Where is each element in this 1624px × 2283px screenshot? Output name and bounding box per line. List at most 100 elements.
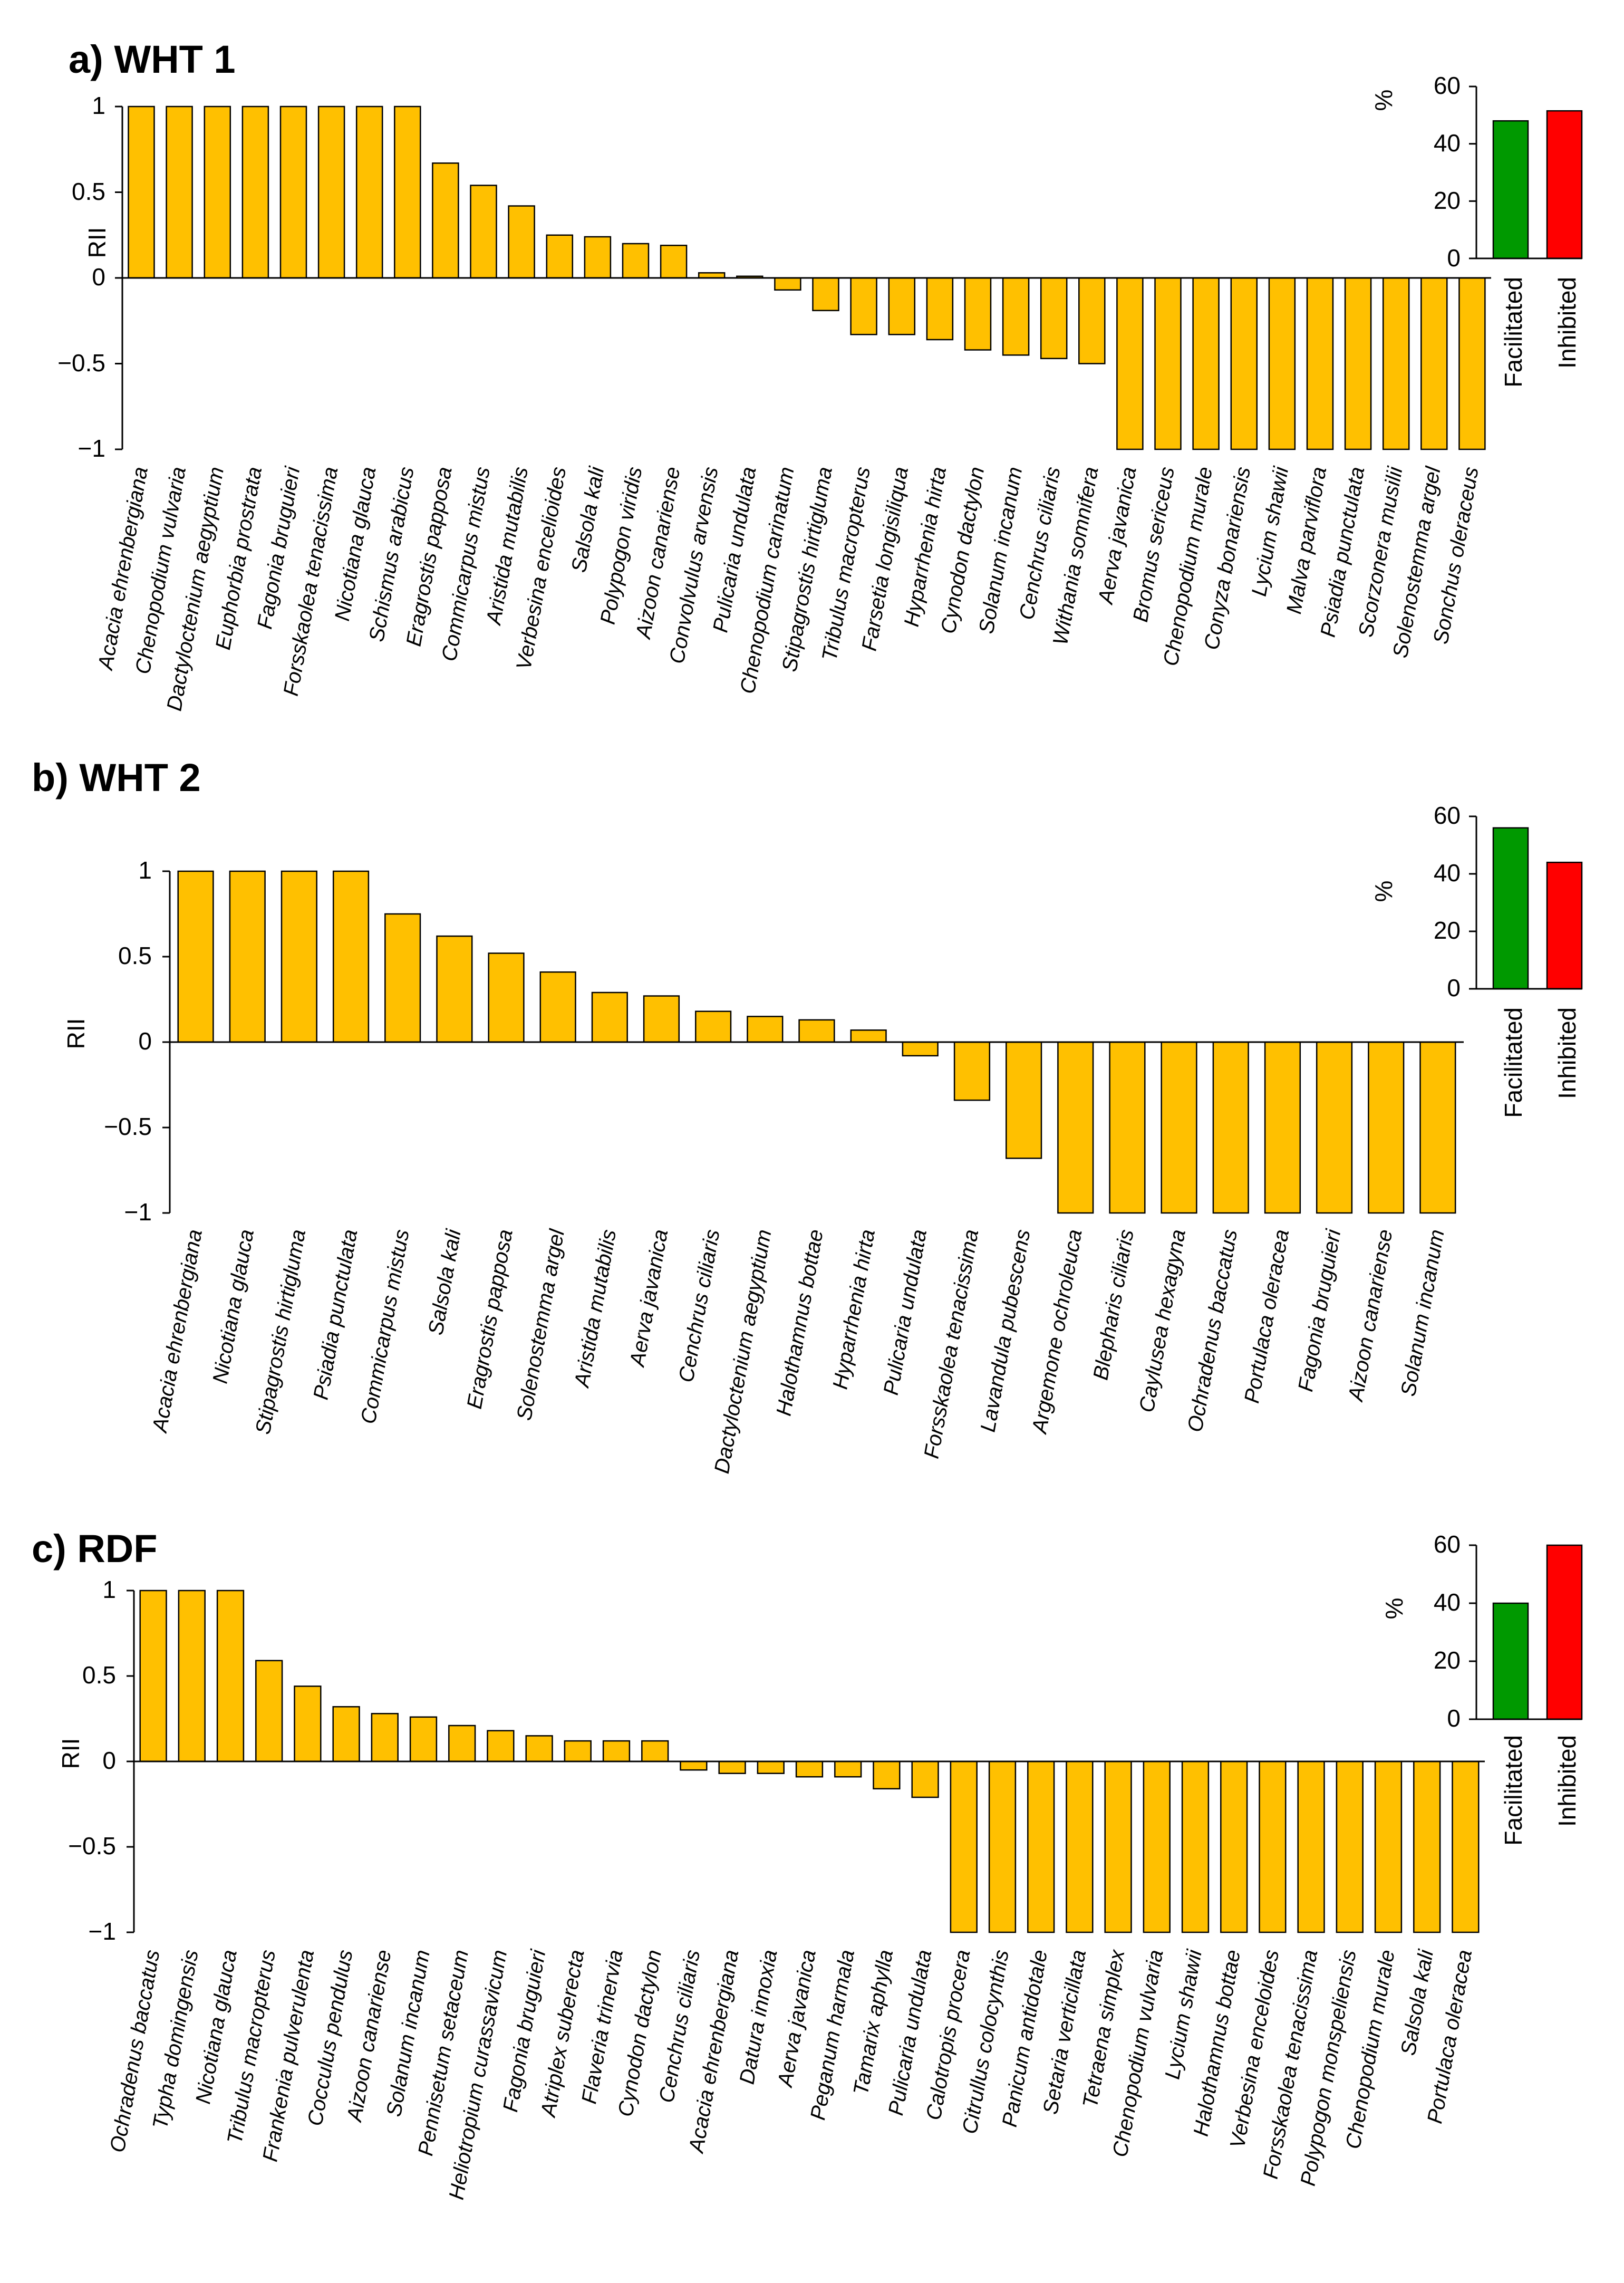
panel-title: a) WHT 1 xyxy=(69,37,236,81)
bar xyxy=(1268,277,1296,450)
y-axis-label: RII xyxy=(62,1018,90,1049)
panel-rdf: c) RDF RII 1 0.5 0 −0.5 −1 Ochradenus ba… xyxy=(32,1527,1583,2201)
bar xyxy=(1192,277,1220,450)
x-tick-label: Caylusea hexagyna xyxy=(1135,1228,1190,1414)
y-tick-label: −1 xyxy=(124,1198,152,1226)
bar xyxy=(798,1019,835,1043)
bar xyxy=(1181,1760,1210,1933)
inset-y-tick-label: 60 xyxy=(1434,802,1461,829)
x-tick-label: Psiadia punctulata xyxy=(309,1228,362,1402)
bar xyxy=(1104,1760,1132,1933)
bar xyxy=(850,277,877,335)
bar xyxy=(448,1725,476,1762)
bar-group xyxy=(177,870,1456,1214)
bar xyxy=(139,1590,167,1762)
bar xyxy=(812,277,839,312)
bar xyxy=(204,105,231,279)
inset-y-tick-label: 40 xyxy=(1434,1588,1461,1616)
axes xyxy=(162,870,1464,1214)
y-tick-label: 0.5 xyxy=(72,178,105,205)
y-tick-label: 0 xyxy=(138,1027,152,1055)
bar xyxy=(1109,1041,1146,1214)
y-tick-label: −0.5 xyxy=(57,349,105,377)
bar xyxy=(643,995,680,1043)
bar xyxy=(1419,1041,1456,1214)
x-tick-label: Nicotiana glauca xyxy=(208,1228,258,1385)
bar xyxy=(241,105,269,279)
x-tick-label: Halothamnus bottae xyxy=(772,1228,828,1418)
inset-y-axis-label: % xyxy=(1370,881,1397,902)
bar xyxy=(1420,277,1448,450)
x-tick-label: Aristida mutabilis xyxy=(570,1228,621,1390)
bar xyxy=(1057,1041,1094,1214)
x-tick-label: Argemone ochroleuca xyxy=(1028,1228,1087,1436)
x-tick-label: Aerva javanica xyxy=(774,1948,820,2089)
bar xyxy=(177,870,214,1043)
bar xyxy=(718,1760,746,1774)
y-tick-label: −0.5 xyxy=(68,1832,116,1860)
y-tick-label: 1 xyxy=(138,856,152,884)
inset-chart: % 60 40 20 0 Facilitated Inhibited xyxy=(1380,1530,1583,1846)
bar xyxy=(953,1041,991,1101)
bar xyxy=(166,105,193,279)
x-tick-label: Salsola kali xyxy=(424,1227,466,1337)
inset-y-axis-label: % xyxy=(1370,90,1397,111)
bar xyxy=(591,991,628,1043)
inset-y-tick-label: 60 xyxy=(1434,72,1461,99)
bar xyxy=(1002,277,1030,356)
bar xyxy=(911,1760,939,1798)
x-tick-label: Blepharis ciliaris xyxy=(1089,1228,1138,1382)
bar xyxy=(1374,1760,1403,1933)
y-tick-label: 0 xyxy=(92,263,105,291)
inset-category-label: Inhibited xyxy=(1553,277,1581,369)
bar xyxy=(255,1660,283,1762)
x-tick-label: Solenostemma argel xyxy=(513,1227,569,1422)
bar xyxy=(602,1740,631,1762)
y-tick-label: 0.5 xyxy=(118,942,152,969)
x-tick-label: Aizoon canariense xyxy=(1344,1228,1397,1404)
bar xyxy=(888,277,916,335)
inset-bar xyxy=(1546,861,1583,990)
x-tick-label: Salsola kali xyxy=(1397,1948,1438,2057)
bar xyxy=(564,1740,592,1762)
bar xyxy=(281,870,317,1043)
inset-y-tick-label: 40 xyxy=(1434,859,1461,887)
x-tick-label: Aerva javanica xyxy=(625,1228,672,1369)
inset-category-label: Facilitated xyxy=(1500,277,1527,388)
x-tick-label: Portulaca oleracea xyxy=(1240,1228,1293,1405)
bar xyxy=(1143,1760,1171,1933)
bar xyxy=(1066,1760,1094,1933)
inset-category-label: Inhibited xyxy=(1553,1735,1581,1827)
x-tick-label: Salsola kali xyxy=(567,465,609,574)
x-tick-label: Ochradenus baccatus xyxy=(1183,1228,1242,1434)
inset-y-tick-label: 60 xyxy=(1434,1530,1461,1558)
bar xyxy=(680,1760,708,1771)
x-tick-label: Stipagrostis hirtigluma xyxy=(252,1228,311,1436)
inset-bar xyxy=(1492,120,1529,259)
inset-y-tick-label: 40 xyxy=(1434,129,1461,157)
axes xyxy=(127,1590,1485,1933)
bar xyxy=(488,952,525,1043)
panel-title: b) WHT 2 xyxy=(32,756,201,799)
bar xyxy=(850,1029,887,1043)
bar xyxy=(757,1760,785,1774)
y-tick-label: −1 xyxy=(78,435,105,462)
bar xyxy=(1040,277,1068,360)
bar xyxy=(546,234,574,279)
x-tick-label: Lavandula pubescens xyxy=(977,1228,1035,1434)
bar xyxy=(1116,277,1144,450)
bar xyxy=(1078,277,1106,364)
x-tick-label: Pulicaria undulata xyxy=(879,1228,932,1397)
inset-chart: % 60 40 20 0 Facilitated Inhibited xyxy=(1370,72,1583,388)
bar xyxy=(525,1735,553,1762)
bar xyxy=(1027,1760,1055,1933)
y-tick-label: −0.5 xyxy=(104,1113,152,1140)
bar xyxy=(279,105,307,279)
x-tick-label: Lycium shawii xyxy=(1248,465,1293,598)
inset-y-tick-label: 0 xyxy=(1447,244,1461,272)
x-tick-label: Solanum incanum xyxy=(1397,1228,1449,1398)
bar xyxy=(409,1716,438,1762)
bar xyxy=(394,105,421,279)
